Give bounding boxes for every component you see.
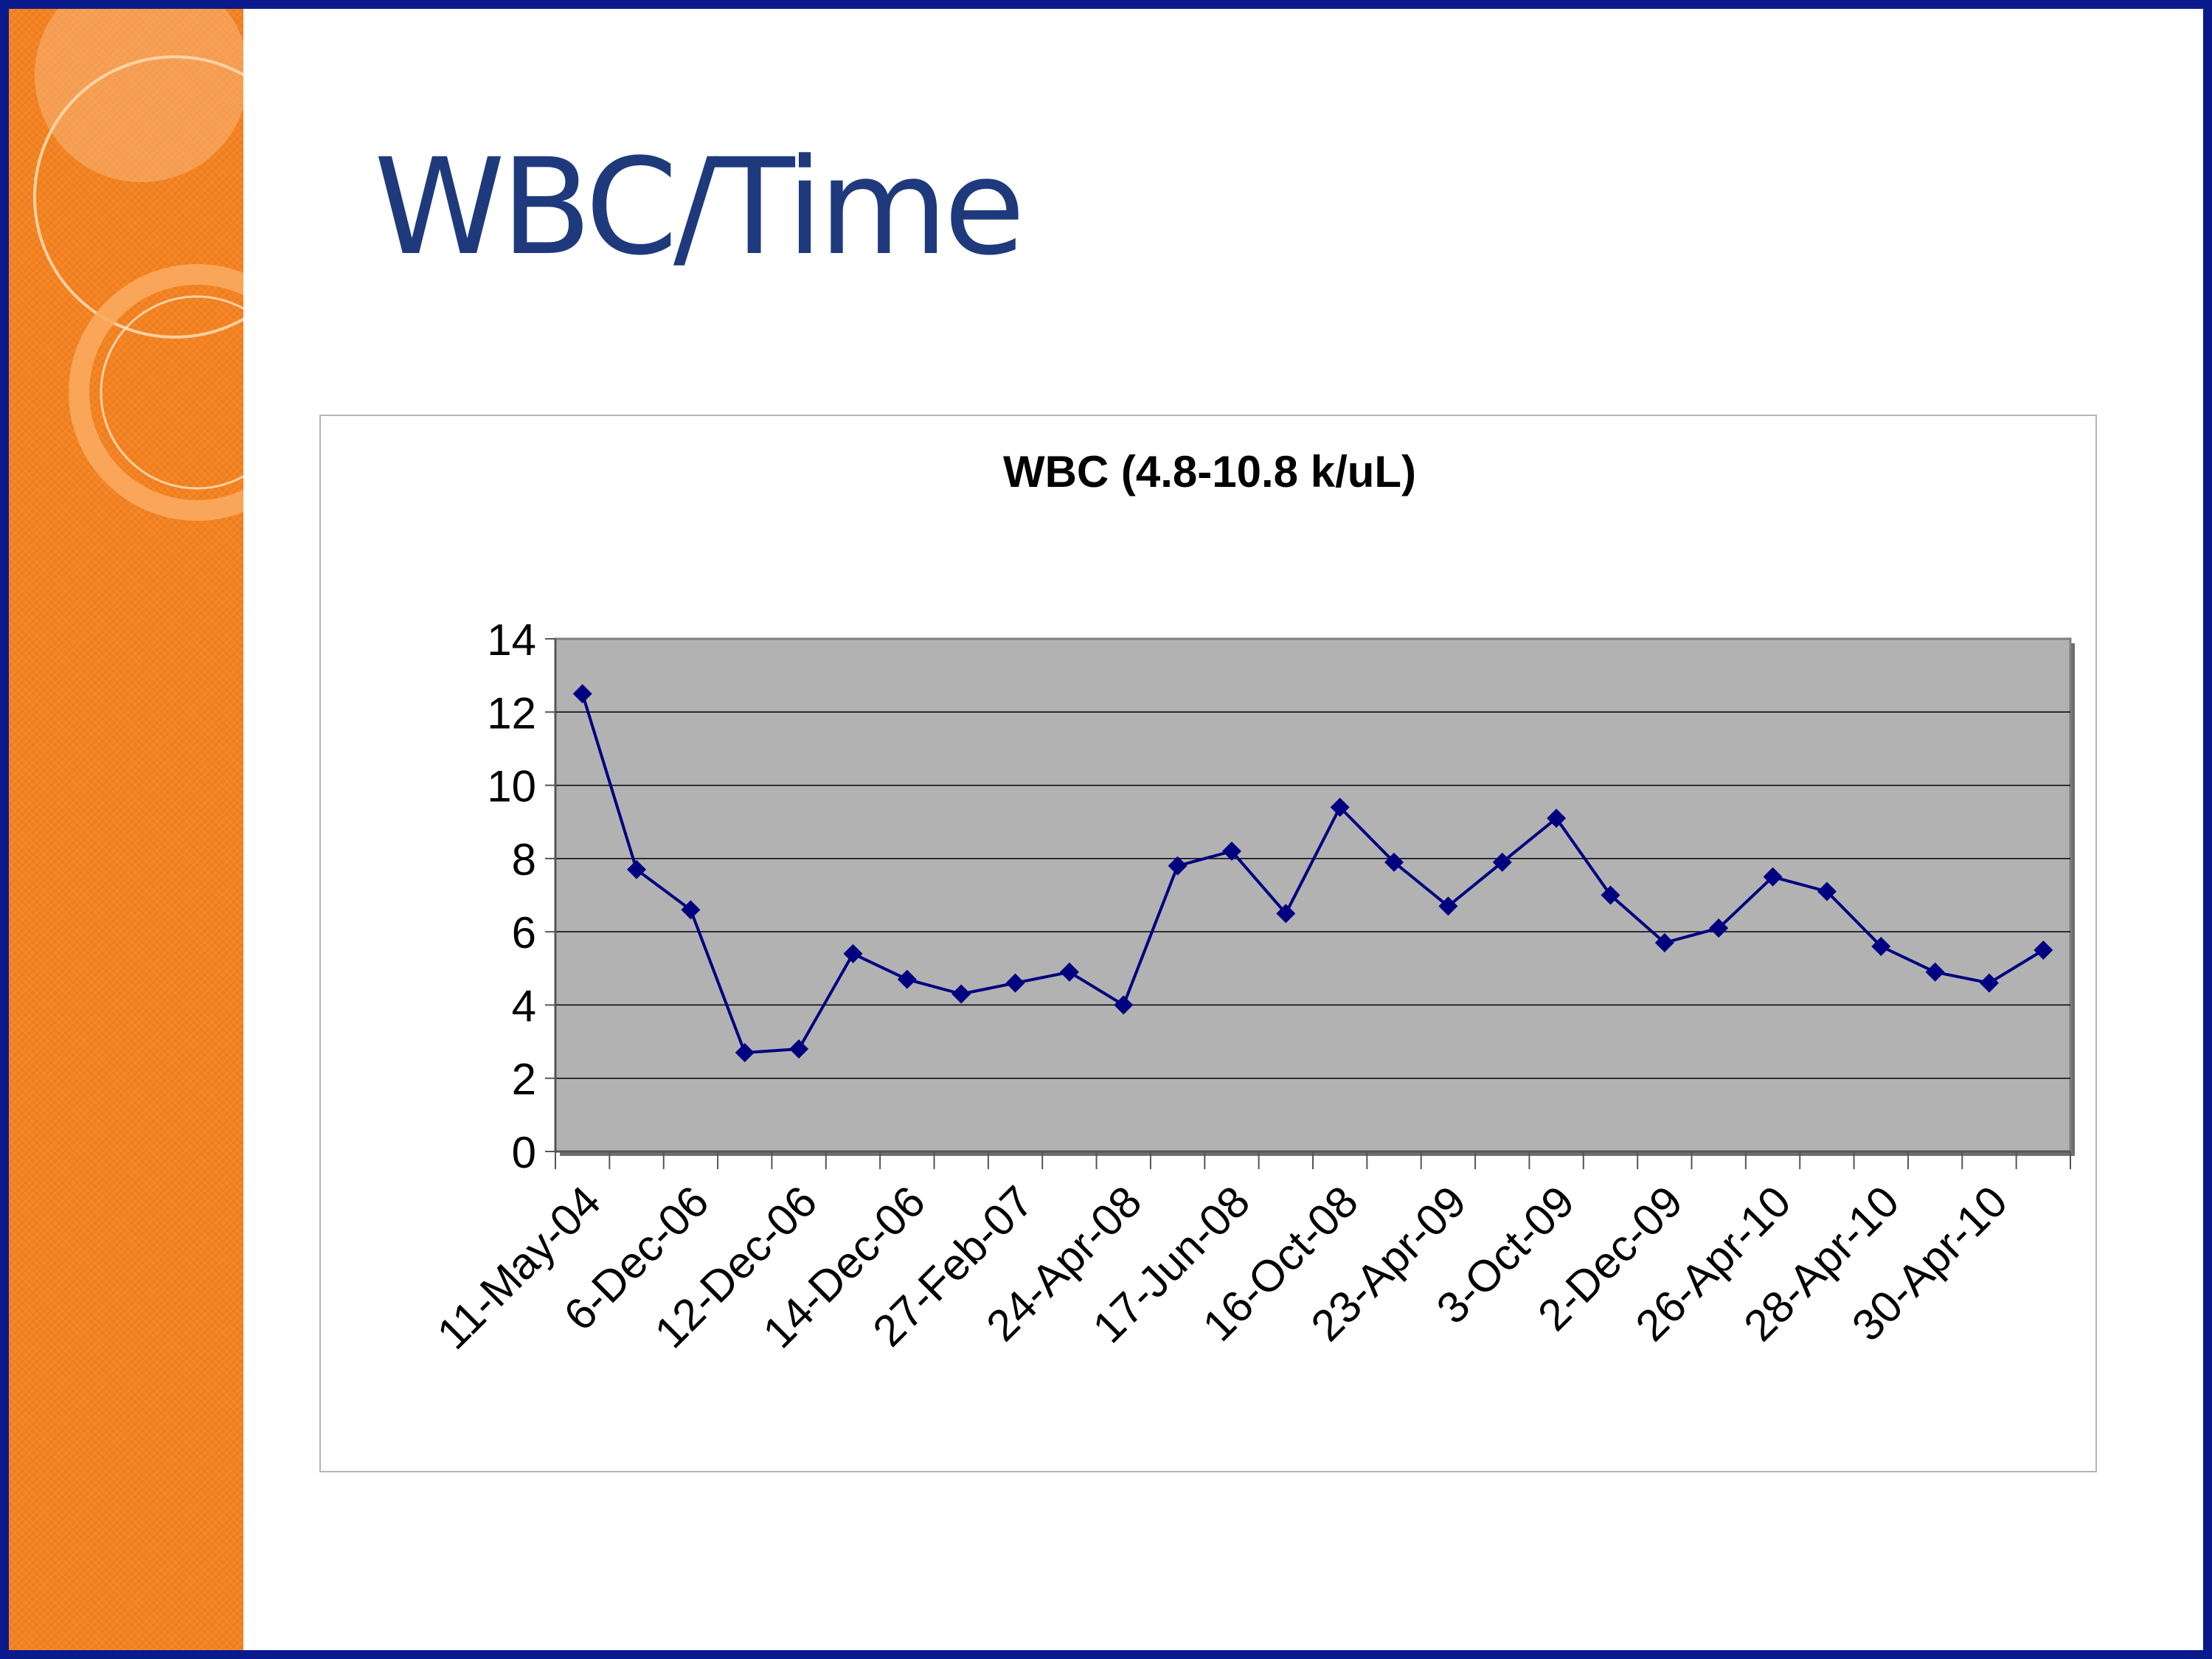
data-point: [1059, 962, 1079, 982]
plot-background: [554, 637, 2072, 1153]
data-point: [1601, 885, 1620, 905]
data-point: [1547, 808, 1567, 828]
data-point: [572, 684, 592, 704]
data-point: [1221, 841, 1241, 861]
chart-frame: WBC (4.8-10.8 k/uL) 0 2 4 6 8 10 12 14 11-May-04…: [319, 415, 2097, 1472]
y-tick-label: 10: [487, 762, 536, 811]
data-point: [1005, 973, 1025, 993]
y-tick-label: 2: [512, 1055, 536, 1104]
y-tick-label: 6: [512, 908, 536, 957]
chart-title: WBC (4.8-10.8 k/uL): [1003, 447, 1416, 496]
data-point: [897, 969, 917, 989]
data-point: [1925, 962, 1945, 982]
data-point: [627, 859, 647, 879]
plot-area: 0246810121411-May-046-Dec-0612-Dec-0614-…: [428, 615, 2075, 1359]
y-tick-label: 4: [512, 981, 536, 1031]
data-point: [789, 1039, 809, 1059]
wbc-line-chart: WBC (4.8-10.8 k/uL) 0246810121411-May-04…: [428, 447, 2075, 1359]
data-point: [735, 1042, 755, 1062]
orange-side-band: [9, 9, 243, 1650]
series-line: [580, 693, 2045, 1054]
data-point: [1763, 867, 1783, 887]
data-point: [951, 984, 971, 1004]
data-point: [1384, 852, 1404, 872]
y-tick-label: 8: [512, 835, 536, 884]
data-point: [1817, 882, 1837, 901]
data-point: [1492, 852, 1512, 872]
data-point: [1871, 937, 1891, 956]
y-tick-label: 12: [487, 688, 536, 738]
data-point: [1654, 933, 1674, 953]
data-point: [1114, 995, 1134, 1015]
y-tick-label: 0: [512, 1128, 536, 1177]
data-point: [1438, 896, 1458, 916]
slide-title: WBC/Time: [374, 131, 1025, 285]
decorative-circles-icon: [33, 9, 243, 521]
data-point: [681, 900, 701, 920]
data-point: [1709, 918, 1729, 938]
data-point: [2034, 940, 2053, 960]
data-point: [1330, 797, 1350, 817]
data-point: [1979, 973, 1999, 993]
data-point: [1276, 904, 1296, 924]
y-tick-label: 14: [487, 615, 536, 665]
data-point: [843, 943, 863, 963]
data-point: [1168, 856, 1188, 876]
